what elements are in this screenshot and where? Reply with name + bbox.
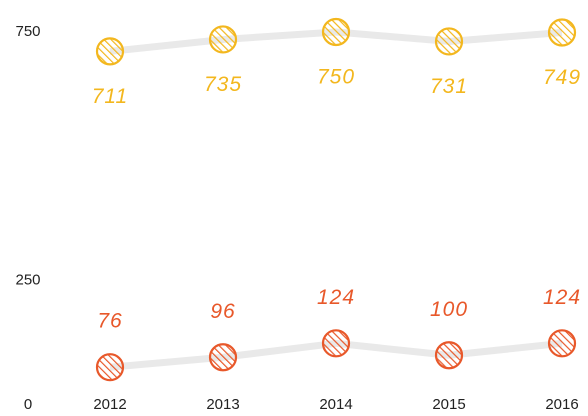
x-tick-label: 2012 xyxy=(93,396,126,413)
marker xyxy=(321,329,351,358)
data-label: 749 xyxy=(543,66,581,89)
y-tick-label: 250 xyxy=(15,272,40,289)
data-label: 735 xyxy=(204,73,242,96)
data-label: 96 xyxy=(210,300,235,323)
marker xyxy=(321,17,351,47)
data-label: 124 xyxy=(317,286,355,309)
marker xyxy=(434,341,464,370)
data-label: 100 xyxy=(430,298,468,321)
marker xyxy=(547,18,577,47)
y-tick-label: 0 xyxy=(24,396,32,413)
x-tick-label: 2016 xyxy=(545,396,578,413)
marker xyxy=(547,329,577,358)
marker xyxy=(434,27,464,56)
x-tick-label: 2014 xyxy=(319,396,352,413)
data-label: 124 xyxy=(543,286,581,309)
data-label: 76 xyxy=(97,310,122,333)
data-label: 711 xyxy=(92,85,128,108)
marker xyxy=(95,353,125,382)
data-label: 750 xyxy=(317,66,355,89)
marker xyxy=(208,343,238,372)
data-label: 731 xyxy=(430,75,468,98)
y-tick-label: 750 xyxy=(15,23,40,40)
marker xyxy=(95,37,125,66)
marker xyxy=(208,25,238,54)
x-tick-label: 2013 xyxy=(206,396,239,413)
x-tick-label: 2015 xyxy=(432,396,465,413)
